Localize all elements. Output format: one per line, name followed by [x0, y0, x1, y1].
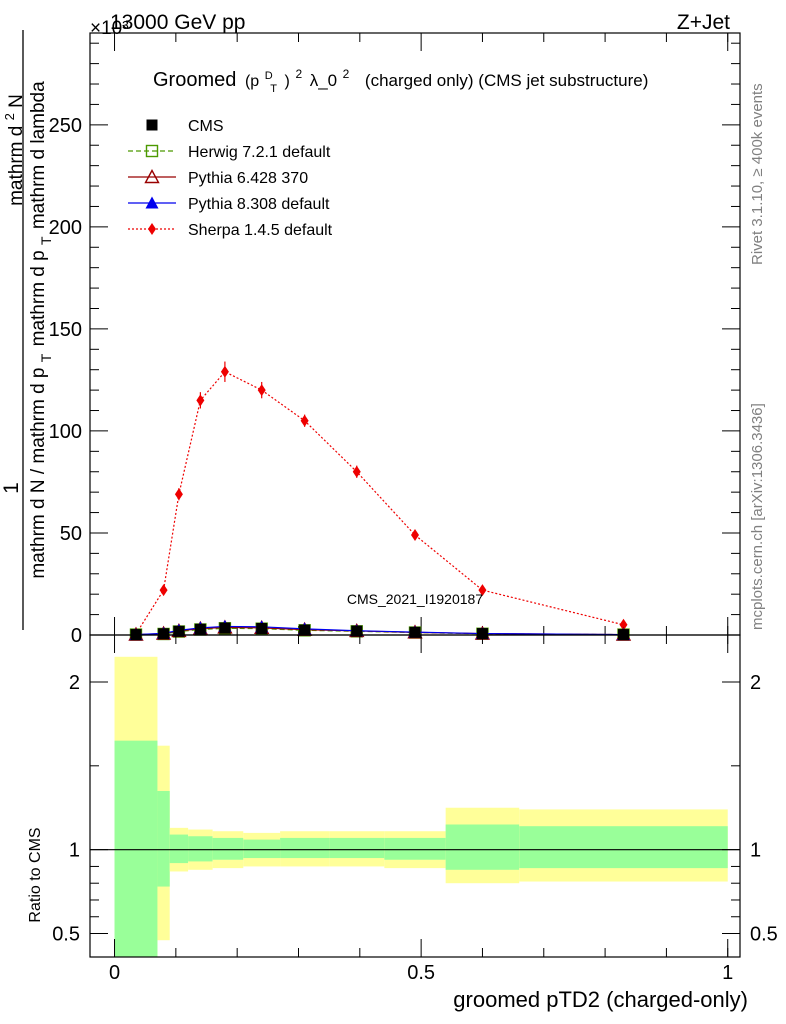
legend-marker — [146, 119, 158, 131]
ratio-stat-band — [188, 836, 213, 862]
series-line-pythia-8-308-default — [135, 625, 624, 636]
legend-label: CMS — [188, 118, 224, 135]
data-point-sherpa-1-4-5-default — [220, 365, 229, 378]
ratio-stat-band — [212, 837, 244, 860]
main-ytick-label: 250 — [49, 115, 82, 137]
ratio-axis-ticks: 0.5 0.5 1 1 2 2 0 0.5 1 — [52, 635, 778, 984]
ylabel-inner-num: mathrm d — [6, 126, 27, 206]
ratio-ytick-label: 1 — [69, 840, 80, 862]
main-ytick-label: 200 — [49, 217, 82, 239]
title-rest: (charged only) (CMS jet substructure) — [365, 71, 648, 90]
legend-label: Sherpa 1.4.5 default — [188, 222, 333, 239]
ratio-stat-band — [384, 837, 446, 860]
legend-item-cms: CMS — [146, 118, 224, 135]
legend: CMS Herwig 7.2.1 default Pythia 6.428 370 P… — [128, 118, 333, 239]
data-point-cms — [219, 622, 231, 634]
ratio-stat-band — [243, 839, 281, 859]
ylabel-inner-tail: N — [6, 94, 27, 108]
ratio-stat-band — [329, 837, 385, 859]
ratio-xtick-label: 0.5 — [407, 962, 435, 984]
data-point-cms — [173, 625, 185, 637]
analysis-watermark: CMS_2021_I1920187 — [347, 591, 483, 607]
data-point-sherpa-1-4-5-default — [257, 384, 266, 397]
rivet-version-label: Rivet 3.1.10, ≥ 400k events — [749, 83, 766, 265]
main-axis-ticks: 0 50 100 150 200 250 — [49, 33, 740, 647]
ratio-stat-band — [519, 826, 728, 869]
ratio-stat-band — [114, 740, 158, 957]
data-point-cms — [351, 625, 363, 637]
svg-text:Groomed (p D: Groomed (p D T ) 2 λ_0 2 (charged only) … — [153, 61, 648, 97]
svg-text:mathrm d 2 N: mathrm d 2 N — [0, 94, 27, 206]
data-point-sherpa-1-4-5-default — [352, 465, 361, 478]
ylabel-numerator: 1 — [0, 482, 23, 494]
main-y-axis-label: 1 mathrm d N / mathrm d p T mathrm d p T… — [0, 30, 56, 630]
ratio-ytick-label-right: 0.5 — [750, 924, 778, 946]
legend-marker — [148, 223, 156, 235]
ratio-frame — [89, 634, 741, 958]
x-axis-label: groomed pTD2 (charged-only) — [453, 987, 748, 1012]
legend-label: Herwig 7.2.1 default — [188, 144, 331, 161]
process-label: Z+Jet — [677, 11, 730, 34]
main-ytick-label: 100 — [49, 421, 82, 443]
title-sup-lam: 2 — [343, 67, 350, 81]
ratio-stat-band — [157, 790, 170, 887]
svg-text:mathrm d N / mathrm d p: mathrm d N / mathrm d p T mathrm d p T m… — [28, 81, 56, 579]
ylabel-denom-b: mathrm d p — [28, 250, 49, 346]
legend-marker — [145, 144, 159, 158]
main-ytick-label: 50 — [60, 523, 82, 545]
legend-item-pythia-6-428-370: Pythia 6.428 370 — [128, 169, 308, 187]
data-point-sherpa-1-4-5-default — [196, 394, 205, 407]
title-p: (p — [245, 73, 259, 90]
legend-marker — [144, 169, 160, 184]
ratio-y-axis-label: Ratio to CMS — [27, 827, 44, 922]
ylabel-denom-c: mathrm d lambda — [28, 81, 49, 229]
main-ytick-label: 150 — [49, 319, 82, 341]
ratio-ytick-label: 2 — [69, 672, 80, 694]
mcplots-label: mcplots.cern.ch [arXiv:1306.3436] — [749, 403, 766, 630]
data-point-cms — [299, 624, 311, 636]
legend-item-pythia-8-308-default: Pythia 8.308 default — [128, 196, 330, 213]
title-close: ) — [285, 73, 290, 90]
ratio-xtick-label: 0 — [109, 962, 120, 984]
title-sup-2: 2 — [295, 67, 302, 81]
main-ytick-label: 0 — [71, 625, 82, 647]
data-point-cms — [256, 622, 268, 634]
legend-item-sherpa-1-4-5-default: Sherpa 1.4.5 default — [128, 222, 333, 239]
data-point-cms — [194, 623, 206, 635]
data-point-sherpa-1-4-5-default — [411, 529, 419, 542]
data-point-cms — [476, 628, 488, 640]
title-lambda: λ_0 — [310, 71, 337, 90]
title-sub-t: T — [270, 83, 277, 95]
legend-label: Pythia 8.308 default — [188, 196, 330, 213]
title-groomed: Groomed — [153, 69, 236, 91]
ratio-xtick-label: 1 — [722, 962, 733, 984]
ratio-stat-band — [445, 824, 520, 870]
data-point-cms — [409, 626, 421, 638]
data-point-sherpa-1-4-5-default — [619, 618, 628, 631]
ylabel-inner-sup: 2 — [2, 113, 17, 120]
title-sup-d: D — [265, 70, 273, 82]
data-point-sherpa-1-4-5-default — [300, 414, 309, 427]
ratio-stat-band — [280, 837, 330, 859]
ratio-ytick-label: 0.5 — [52, 924, 80, 946]
ratio-ytick-label-right: 2 — [750, 672, 761, 694]
legend-marker — [145, 196, 159, 209]
ratio-panel: 0.5 0.5 1 1 2 2 0 0.5 1 — [52, 634, 778, 984]
data-point-cms — [158, 628, 170, 640]
chart-title: Groomed (p D T ) 2 λ_0 2 (charged only) … — [153, 61, 648, 97]
ratio-ytick-label-right: 1 — [750, 840, 761, 862]
legend-item-herwig-7-2-1-default: Herwig 7.2.1 default — [128, 144, 331, 161]
ratio-bands — [90, 656, 740, 957]
data-point-sherpa-1-4-5-default — [478, 584, 487, 597]
y-exponent-label: ×10³ — [90, 18, 129, 39]
ylabel-denom-sub2: T — [38, 236, 54, 245]
ylabel-denom-sub: T — [38, 353, 54, 362]
ratio-stat-band — [169, 834, 189, 864]
ylabel-denom-a: mathrm d N / mathrm d p — [28, 368, 49, 579]
legend-label: Pythia 6.428 370 — [188, 170, 308, 187]
data-point-sherpa-1-4-5-default — [174, 488, 183, 501]
collision-energy-label: 13000 GeV pp — [110, 11, 245, 34]
data-point-sherpa-1-4-5-default — [159, 584, 168, 597]
